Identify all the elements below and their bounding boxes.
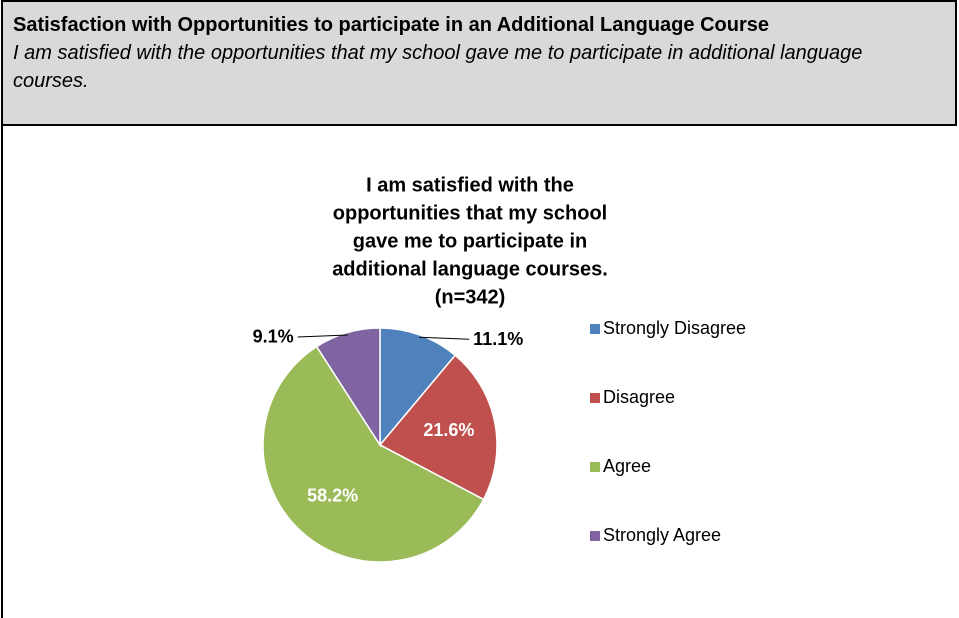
chart-title: opportunities that my school xyxy=(333,202,607,224)
data-label: 58.2% xyxy=(307,486,358,506)
chart-title: I am satisfied with the xyxy=(366,174,574,196)
leader-line xyxy=(297,334,348,338)
legend-swatch xyxy=(590,324,600,334)
legend-label: Strongly Agree xyxy=(603,525,721,545)
pie-slice xyxy=(262,345,485,563)
legend-swatch xyxy=(590,462,600,472)
chart-title: gave me to participate in xyxy=(353,230,588,252)
chart-title: (n=342) xyxy=(435,286,506,308)
legend-swatch xyxy=(590,531,600,541)
legend-label: Agree xyxy=(603,456,651,476)
data-label: 9.1% xyxy=(253,327,294,347)
chart-title: additional language courses. xyxy=(332,258,608,280)
data-label: 21.6% xyxy=(423,420,474,440)
legend-label: Strongly Disagree xyxy=(603,318,746,338)
legend-label: Disagree xyxy=(603,387,675,407)
pie-slice xyxy=(315,327,381,448)
header-title: Satisfaction with Opportunities to parti… xyxy=(13,14,769,36)
chart-cell xyxy=(1,126,957,618)
legend-swatch xyxy=(590,393,600,403)
header: Satisfaction with Opportunities to parti… xyxy=(1,0,957,126)
pie-slice xyxy=(378,354,498,501)
pie-slice xyxy=(379,327,457,448)
header-subtitle: I am satisfied with the opportunities th… xyxy=(13,42,863,92)
data-label: 11.1% xyxy=(473,329,523,349)
leader-line xyxy=(419,336,470,340)
